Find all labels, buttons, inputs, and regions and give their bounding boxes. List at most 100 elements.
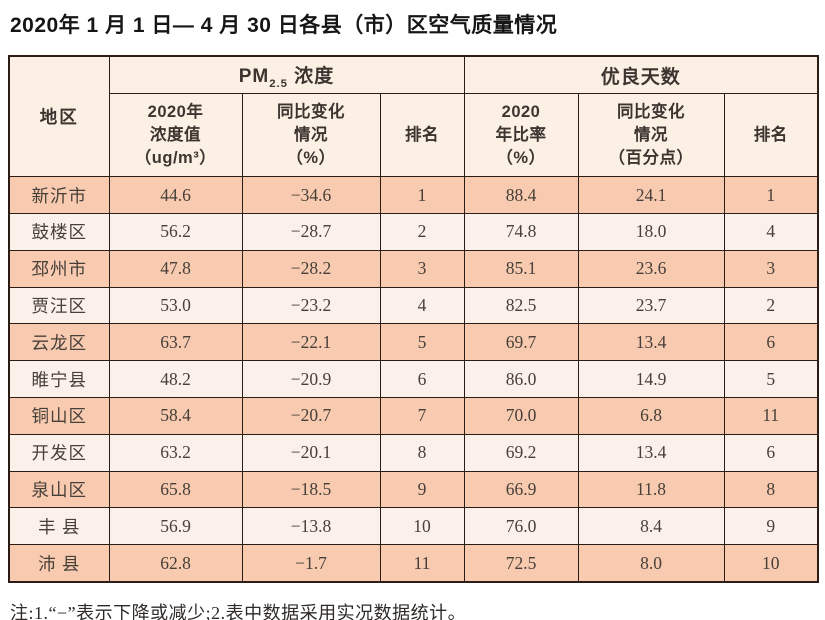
col-header-rate: 2020 年比率 （%） — [463, 93, 579, 178]
pm-value-cell: 47.8 — [108, 249, 243, 288]
col-group-pm25: PM2.5 浓度 — [108, 55, 465, 95]
col-header-region: 地区 — [8, 55, 110, 178]
col-header-pm-change: 同比变化 情况 （%） — [241, 93, 381, 178]
rate-change-cell: 11.8 — [577, 470, 725, 509]
table-row: 铜山区 58.4 −20.7 7 70.0 6.8 11 — [8, 397, 819, 435]
rate-change-cell: 13.4 — [577, 433, 725, 472]
table-header: 地区 PM2.5 浓度 优良天数 2020年 浓度值 （ug/m³） 同比变化 … — [8, 55, 819, 178]
table-body: 新沂市 44.6 −34.6 1 88.4 24.1 1 鼓楼区 56.2 −28.7 2 74.8 1… — [8, 176, 819, 583]
pm-change-cell: −20.7 — [241, 397, 381, 435]
rate-rank-cell: 10 — [723, 544, 819, 583]
pm-rank-cell: 6 — [379, 360, 465, 399]
page-title: 2020年 1 月 1 日— 4 月 30 日各县（市）区空气质量情况 — [10, 14, 558, 37]
rate-cell: 88.4 — [463, 176, 579, 215]
col-header-rate-change: 同比变化 情况 （百分点） — [577, 93, 725, 178]
pm-rank-cell: 7 — [379, 397, 465, 435]
pm-change-cell: −13.8 — [241, 507, 381, 546]
footnote: 注:1.“−”表示下降或减少;2.表中数据采用实况数据统计。 — [10, 603, 467, 620]
pm-change-cell: −22.1 — [241, 323, 381, 362]
pm25-suffix: 浓度 — [288, 65, 335, 87]
table-row: 新沂市 44.6 −34.6 1 88.4 24.1 1 — [8, 176, 819, 215]
pm-change-cell: −28.2 — [241, 249, 381, 288]
table-row: 泉山区 65.8 −18.5 9 66.9 11.8 8 — [8, 470, 819, 509]
region-cell: 云龙区 — [8, 323, 110, 362]
rate-change-cell: 18.0 — [577, 213, 725, 251]
rate-change-cell: 8.0 — [577, 544, 725, 583]
pm25-subscript: 2.5 — [269, 77, 289, 90]
region-cell: 新沂市 — [8, 176, 110, 215]
rate-cell: 69.2 — [463, 433, 579, 472]
pm-change-cell: −28.7 — [241, 213, 381, 251]
col-header-pm-rank: 排名 — [379, 93, 465, 178]
pm-value-cell: 53.0 — [108, 286, 243, 325]
pm-change-cell: −34.6 — [241, 176, 381, 215]
pm-change-cell: −18.5 — [241, 470, 381, 509]
region-cell: 贾汪区 — [8, 286, 110, 325]
pm-value-cell: 63.2 — [108, 433, 243, 472]
rate-change-cell: 23.7 — [577, 286, 725, 325]
pm-rank-cell: 11 — [379, 544, 465, 583]
pm-rank-cell: 3 — [379, 249, 465, 288]
pm-value-cell: 62.8 — [108, 544, 243, 583]
rate-cell: 76.0 — [463, 507, 579, 546]
rate-change-cell: 13.4 — [577, 323, 725, 362]
pm-change-cell: −20.9 — [241, 360, 381, 399]
col-header-pm-value: 2020年 浓度值 （ug/m³） — [108, 93, 243, 178]
rate-cell: 66.9 — [463, 470, 579, 509]
rate-cell: 69.7 — [463, 323, 579, 362]
rate-rank-cell: 5 — [723, 360, 819, 399]
table-row: 贾汪区 53.0 −23.2 4 82.5 23.7 2 — [8, 286, 819, 325]
pm-value-cell: 56.9 — [108, 507, 243, 546]
region-cell: 泉山区 — [8, 470, 110, 509]
pm-value-cell: 58.4 — [108, 397, 243, 435]
table-row: 鼓楼区 56.2 −28.7 2 74.8 18.0 4 — [8, 213, 819, 251]
pm-value-cell: 44.6 — [108, 176, 243, 215]
col-header-rate-rank: 排名 — [723, 93, 819, 178]
rate-rank-cell: 8 — [723, 470, 819, 509]
region-cell: 开发区 — [8, 433, 110, 472]
air-quality-table: 地区 PM2.5 浓度 优良天数 2020年 浓度值 （ug/m³） 同比变化 … — [8, 55, 820, 584]
rate-change-cell: 6.8 — [577, 397, 725, 435]
region-cell: 鼓楼区 — [8, 213, 110, 251]
rate-rank-cell: 11 — [723, 397, 819, 435]
region-cell: 丰 县 — [8, 507, 110, 546]
pm-rank-cell: 2 — [379, 213, 465, 251]
table-row: 沛 县 62.8 −1.7 11 72.5 8.0 10 — [8, 544, 819, 583]
pm-value-cell: 63.7 — [108, 323, 243, 362]
rate-cell: 82.5 — [463, 286, 579, 325]
rate-change-cell: 23.6 — [577, 249, 725, 288]
pm-rank-cell: 9 — [379, 470, 465, 509]
header-sub-row: 2020年 浓度值 （ug/m³） 同比变化 情况 （%） 排名 2020 年比… — [9, 93, 819, 178]
region-cell: 睢宁县 — [8, 360, 110, 399]
header-group-row: 地区 PM2.5 浓度 优良天数 — [8, 55, 819, 178]
rate-rank-cell: 1 — [723, 176, 819, 215]
pm25-prefix: PM — [238, 65, 270, 87]
col-group-good-days: 优良天数 — [463, 55, 819, 95]
rate-cell: 70.0 — [463, 397, 579, 435]
rate-change-cell: 24.1 — [577, 176, 725, 215]
rate-rank-cell: 3 — [723, 249, 819, 288]
table-row: 开发区 63.2 −20.1 8 69.2 13.4 6 — [8, 433, 819, 472]
rate-change-cell: 8.4 — [577, 507, 725, 546]
pm-rank-cell: 1 — [379, 176, 465, 215]
rate-cell: 85.1 — [463, 249, 579, 288]
pm-value-cell: 48.2 — [108, 360, 243, 399]
pm-change-cell: −23.2 — [241, 286, 381, 325]
table-row: 丰 县 56.9 −13.8 10 76.0 8.4 9 — [8, 507, 819, 546]
pm25-label: PM2.5 浓度 — [238, 65, 335, 90]
rate-cell: 74.8 — [463, 213, 579, 251]
pm-change-cell: −20.1 — [241, 433, 381, 472]
table-row: 云龙区 63.7 −22.1 5 69.7 13.4 6 — [8, 323, 819, 362]
pm-rank-cell: 4 — [379, 286, 465, 325]
region-cell: 沛 县 — [8, 544, 110, 583]
rate-rank-cell: 9 — [723, 507, 819, 546]
pm-value-cell: 65.8 — [108, 470, 243, 509]
pm-value-cell: 56.2 — [108, 213, 243, 251]
pm-rank-cell: 8 — [379, 433, 465, 472]
rate-rank-cell: 2 — [723, 286, 819, 325]
rate-rank-cell: 6 — [723, 433, 819, 472]
pm-rank-cell: 10 — [379, 507, 465, 546]
rate-rank-cell: 4 — [723, 213, 819, 251]
rate-cell: 72.5 — [463, 544, 579, 583]
rate-change-cell: 14.9 — [577, 360, 725, 399]
